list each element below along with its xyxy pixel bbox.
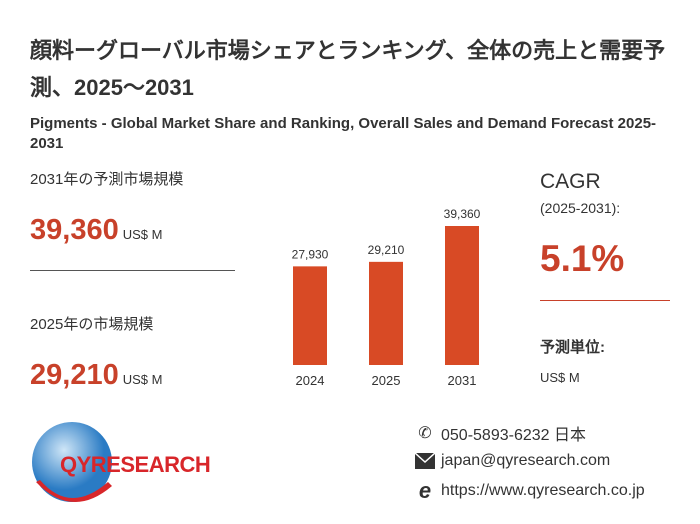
current-value: 29,210 bbox=[30, 359, 119, 391]
qyresearch-logo: QYRESEARCH bbox=[30, 420, 211, 508]
page-subtitle: Pigments - Global Market Share and Ranki… bbox=[30, 115, 657, 152]
cagr-label: CAGR bbox=[540, 170, 601, 193]
mail-icon bbox=[415, 451, 435, 471]
x-tick-label: 2025 bbox=[372, 373, 401, 388]
logo-wordmark: QYRESEARCH bbox=[60, 452, 211, 477]
x-tick-label: 2024 bbox=[296, 373, 325, 388]
current-label: 2025年の市場規模 bbox=[30, 316, 154, 333]
forecast-value-row: 39,360 US$ M bbox=[30, 214, 162, 247]
divider bbox=[30, 270, 235, 271]
cagr-value: 5.1% bbox=[540, 238, 625, 279]
data-label: 29,210 bbox=[368, 243, 405, 257]
phone-contact: ✆ 050-5893-6232 日本 bbox=[415, 421, 586, 445]
forecast-unit-value: US$ M bbox=[540, 370, 580, 385]
logo-text: QYRESEARCH bbox=[60, 452, 211, 478]
forecast-unit-label: 予測単位: bbox=[540, 339, 605, 356]
current-value-row: 29,210 US$ M bbox=[30, 359, 162, 392]
globe-icon bbox=[32, 422, 112, 503]
bar-2025 bbox=[369, 261, 403, 365]
current-unit: US$ M bbox=[122, 372, 163, 387]
data-label: 27,930 bbox=[292, 247, 329, 261]
browser-icon: e bbox=[418, 478, 432, 503]
bar-2024 bbox=[293, 266, 327, 365]
data-label: 39,360 bbox=[444, 207, 481, 221]
divider bbox=[540, 300, 670, 301]
forecast-unit: US$ M bbox=[122, 227, 163, 242]
website-contact[interactable]: e https://www.qyresearch.co.jp bbox=[415, 478, 645, 503]
phone-number: 050-5893-6232 日本 bbox=[441, 427, 586, 444]
x-tick-label: 2031 bbox=[448, 373, 477, 388]
website-link[interactable]: https://www.qyresearch.co.jp bbox=[441, 482, 645, 499]
phone-icon: ✆ bbox=[418, 425, 432, 442]
email-address[interactable]: japan@qyresearch.com bbox=[441, 452, 611, 469]
forecast-label: 2031年の予測市場規模 bbox=[30, 171, 184, 188]
forecast-value: 39,360 bbox=[30, 214, 119, 246]
bar-chart: 27,930 2024 29,210 2025 39,360 2031 bbox=[292, 207, 481, 388]
email-contact[interactable]: japan@qyresearch.com bbox=[415, 451, 610, 471]
cagr-period: (2025-2031): bbox=[540, 200, 621, 216]
bar-2031 bbox=[445, 226, 479, 365]
page-title: 顔料ーグローバル市場シェアとランキング、全体の売上と需要予測、2025～2031 bbox=[30, 38, 666, 100]
